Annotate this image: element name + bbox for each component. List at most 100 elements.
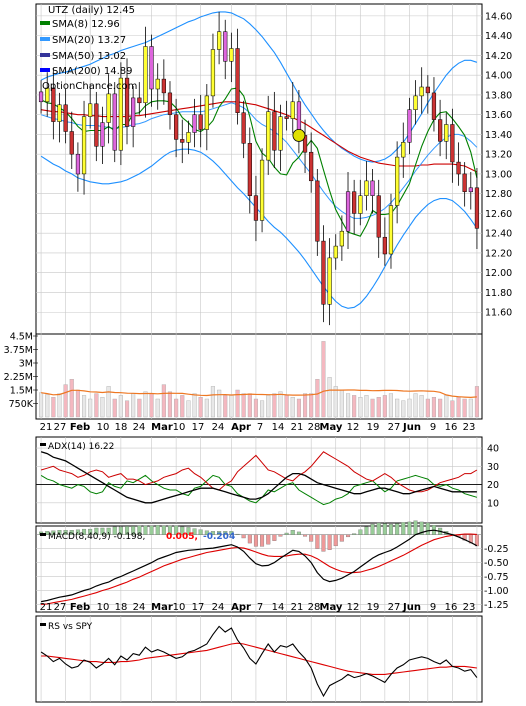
legend-swatch-sma50 (40, 53, 50, 57)
legend-swatch-sma200 (40, 68, 50, 72)
volume-bar (260, 400, 265, 418)
macd-histogram-bar (112, 526, 117, 535)
macd-histogram-bar (266, 534, 271, 545)
volume-bar (174, 398, 179, 418)
macd-histogram-bar (395, 523, 400, 535)
date-label: 21 (40, 422, 53, 433)
date-label: 17 (192, 422, 205, 433)
date-label-bottom: 28 (308, 602, 321, 613)
candle-body (266, 111, 271, 161)
candle-body (57, 104, 62, 122)
volume-bar (321, 341, 326, 418)
price-tick-label: 14.20 (485, 51, 512, 62)
legend-label-sma50: SMA(50) 13.02 (52, 51, 126, 62)
price-tick-label: 11.60 (485, 308, 512, 319)
volume-bar (210, 386, 216, 418)
date-label-bottom: Feb (70, 602, 90, 613)
date-label-bottom: 23 (463, 602, 476, 613)
macd-signal-line (41, 533, 477, 605)
volume-bar (431, 397, 437, 418)
adx-line (40, 451, 477, 504)
candle-body (106, 93, 111, 123)
candle-body (186, 132, 191, 143)
price-tick-label: 13.60 (485, 110, 512, 121)
macd-line (40, 529, 478, 603)
macd-tick-label: -1.00 (484, 586, 509, 597)
adx-title: ADX(14) 16.22 (48, 442, 114, 452)
price-tick-label: 12.80 (485, 189, 512, 200)
volume-bar (419, 395, 424, 418)
macd-histogram-bar (407, 521, 412, 535)
macd-histogram-bar (241, 534, 246, 539)
price-tick-label: 14.60 (485, 11, 512, 22)
macd-histogram-bar (247, 534, 252, 544)
adx-tick-label: 40 (487, 444, 499, 455)
candle-body (204, 95, 209, 130)
date-label-bottom: 17 (192, 602, 205, 613)
volume-bar (69, 379, 74, 418)
adx-plus-di-line (40, 474, 478, 506)
macd-histogram-bar (210, 531, 215, 535)
macd-histogram-bar (370, 523, 375, 535)
macd-histogram-bar (100, 527, 105, 535)
volume-bar (296, 398, 302, 418)
volume-bar (51, 397, 56, 418)
volume-bar (204, 398, 209, 418)
macd-histogram-bar (223, 531, 228, 535)
volume-bar (131, 393, 136, 418)
macd-histogram-bar (125, 526, 130, 535)
volume-bar (45, 394, 50, 418)
date-label: May (320, 422, 343, 433)
axis-layer: 14.60 14.40 14.20 14.00 13.80 13.60 13.40 13.20… (4, 11, 513, 613)
volume-bar (94, 393, 99, 418)
date-label-bottom: 9 (430, 602, 436, 613)
candle-body (75, 153, 81, 175)
macd-histogram-bar (88, 528, 93, 535)
adx-tick-label: 30 (487, 462, 499, 473)
legend-label-sma20: SMA(20) 13.27 (52, 35, 126, 46)
candle-body (259, 159, 265, 221)
candle-body (431, 92, 437, 120)
volume-bar (180, 395, 185, 418)
candle-body (131, 97, 136, 127)
volume-bar (346, 393, 351, 418)
adx-panel-frame (35, 436, 483, 524)
macd-histogram-bar (327, 534, 332, 550)
candle-body (63, 104, 68, 132)
adx-minus-di-line (40, 451, 478, 493)
volume-bar (266, 395, 271, 418)
volume-bar (241, 393, 246, 418)
volume-bar (327, 377, 332, 418)
macd-title-swatch (40, 533, 46, 536)
volume-bar (456, 397, 461, 418)
macd-histogram-bar (253, 534, 258, 547)
legend-label-sma8: SMA(8) 12.96 (52, 19, 120, 30)
candle-body (143, 46, 148, 104)
adx-tick-label: 10 (487, 498, 499, 509)
date-label-bottom: 19 (367, 602, 380, 613)
macd-histogram-bar (180, 526, 185, 535)
volume-tick-label: 3.75M (4, 345, 33, 356)
volume-bar (161, 384, 166, 418)
candle-body (229, 48, 234, 62)
candle-body (94, 103, 99, 147)
volume-bar (438, 398, 443, 418)
candle-body (223, 31, 228, 62)
date-label-bottom: Apr (231, 602, 251, 613)
candle-body (395, 156, 400, 206)
price-tick-label: 13.80 (485, 90, 512, 101)
volume-bar (112, 398, 117, 418)
date-label: 10 (173, 422, 186, 433)
volume-bar (425, 398, 430, 418)
volume-bar (118, 395, 123, 418)
date-label: Jun (402, 422, 421, 433)
candle-body (247, 143, 252, 196)
macd-histogram-bar (358, 529, 363, 535)
volume-bar (223, 395, 228, 418)
date-label-bottom: Jun (402, 602, 421, 613)
volume-tick-label: 4.5M (10, 332, 33, 343)
price-tick-label: 12.00 (485, 268, 512, 279)
legend-label-sma200: SMA(200) 14.89 (52, 66, 133, 77)
macd-histogram-bar (235, 533, 240, 535)
date-label-bottom: 12 (347, 602, 360, 613)
